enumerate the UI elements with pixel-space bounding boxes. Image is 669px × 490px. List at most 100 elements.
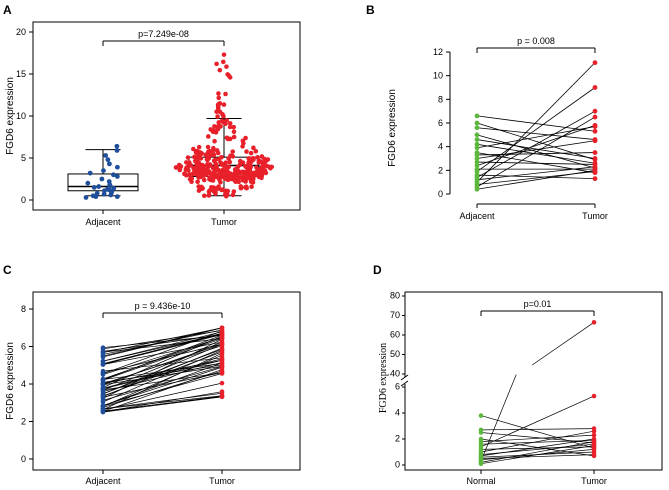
data-point-c-tumor (219, 325, 225, 331)
paired-line-d (480, 432, 595, 444)
y-tick-label-b: 0 (438, 189, 443, 199)
paired-line-c (102, 382, 223, 411)
paired-line-b (476, 143, 596, 164)
data-point-a-tumor (221, 102, 227, 107)
data-point-a-tumor (227, 121, 233, 126)
data-point-a-adjacent (91, 185, 97, 190)
data-point-a-tumor (232, 171, 237, 176)
data-point-a-adjacent (114, 143, 120, 149)
data-point-a-tumor (228, 153, 233, 158)
data-point-b-tumor (592, 108, 598, 114)
y-axis-label-d: FGD6 expression (378, 343, 389, 413)
data-point-c-adjacent (100, 382, 106, 388)
data-point-b-tumor (592, 170, 598, 176)
data-point-a-tumor (219, 118, 225, 124)
data-point-a-tumor (241, 140, 246, 146)
data-point-a-tumor (238, 184, 244, 189)
data-point-c-adjacent (100, 368, 106, 374)
data-point-a-tumor (246, 161, 251, 166)
data-point-a-tumor (235, 177, 241, 183)
y-tick-label-d: 40 (390, 369, 400, 379)
paired-line-c (102, 327, 223, 353)
panel-letter-b: B (366, 3, 375, 17)
data-point-d-tumor (591, 445, 597, 451)
data-point-b-adjacent (474, 166, 480, 172)
data-point-a-tumor (250, 156, 256, 161)
data-point-a-tumor (209, 152, 215, 157)
data-point-c-adjacent (100, 353, 106, 359)
y-tick-label-a: 5 (21, 153, 26, 163)
data-point-a-tumor (215, 104, 221, 109)
y-tick-label-d: 60 (390, 330, 400, 340)
y-tick-label-b: 4 (438, 142, 443, 152)
paired-line-d (480, 430, 595, 453)
paired-line-d (480, 428, 595, 431)
x-tick-label-b: Adjacent (459, 211, 495, 221)
y-tick-label-b: 12 (433, 47, 443, 57)
data-point-a-tumor (251, 170, 257, 176)
data-point-a-tumor (192, 168, 197, 174)
data-point-a-tumor (206, 134, 211, 139)
data-point-a-tumor (214, 61, 219, 67)
data-point-a-tumor (225, 170, 231, 175)
paired-line-c (102, 333, 223, 362)
data-point-d-tumor (591, 453, 597, 459)
axis-break-mark-d (400, 380, 409, 387)
data-point-a-adjacent (106, 179, 112, 184)
data-point-a-adjacent (107, 161, 112, 167)
paired-line-c (102, 335, 223, 388)
data-point-a-tumor (205, 166, 210, 172)
paired-line-b (476, 134, 596, 169)
paired-line-c (102, 357, 223, 372)
data-point-a-tumor (230, 149, 236, 154)
data-point-a-tumor (216, 91, 221, 96)
y-tick-label-a: 10 (16, 111, 26, 121)
data-point-a-tumor (251, 145, 256, 151)
data-point-a-tumor (195, 179, 200, 185)
paired-line-b (476, 171, 596, 185)
data-point-c-tumor (219, 356, 225, 362)
paired-line-c (102, 396, 223, 413)
data-point-a-tumor (215, 114, 220, 119)
paired-line-c (102, 352, 223, 411)
data-point-a-tumor (189, 179, 194, 185)
paired-line-c (102, 362, 223, 392)
data-point-a-tumor (231, 129, 237, 135)
data-point-a-tumor (200, 162, 205, 168)
data-point-a-tumor (196, 173, 202, 179)
data-point-a-tumor (240, 169, 246, 175)
paired-line-b (476, 126, 596, 149)
data-point-b-adjacent (474, 141, 480, 147)
data-point-d-tumor (591, 320, 597, 325)
x-tick-label-c: Adjacent (85, 476, 121, 486)
data-point-b-adjacent (474, 125, 480, 131)
p-value-label-d: p=0.01 (524, 299, 552, 309)
data-point-a-tumor (235, 164, 241, 170)
y-tick-label-d: 70 (390, 310, 400, 320)
data-point-c-tumor (219, 394, 225, 399)
data-point-a-tumor (222, 192, 228, 197)
data-point-c-tumor (219, 349, 225, 355)
data-point-b-tumor (592, 165, 598, 171)
paired-line-b (476, 174, 596, 180)
data-point-a-adjacent (114, 194, 120, 200)
data-point-a-tumor (204, 156, 210, 162)
data-point-a-tumor (223, 91, 228, 97)
y-tick-label-c: 2 (21, 417, 26, 427)
y-tick-label-d: 0 (395, 460, 400, 470)
data-point-a-tumor (230, 176, 236, 182)
data-point-b-tumor (592, 60, 598, 66)
data-point-a-adjacent (87, 170, 93, 176)
data-point-a-tumor (212, 138, 217, 144)
y-tick-label-c: 6 (21, 342, 26, 352)
data-point-a-tumor (227, 124, 233, 130)
data-point-a-tumor (211, 169, 217, 175)
data-point-d-normal (478, 427, 484, 433)
data-point-a-adjacent (114, 164, 120, 170)
data-point-a-tumor (212, 174, 217, 180)
paired-line-c (102, 365, 223, 386)
p-value-label-a: p=7.249e-08 (138, 29, 189, 39)
paired-line-c (102, 370, 223, 408)
paired-line-c (102, 333, 223, 365)
